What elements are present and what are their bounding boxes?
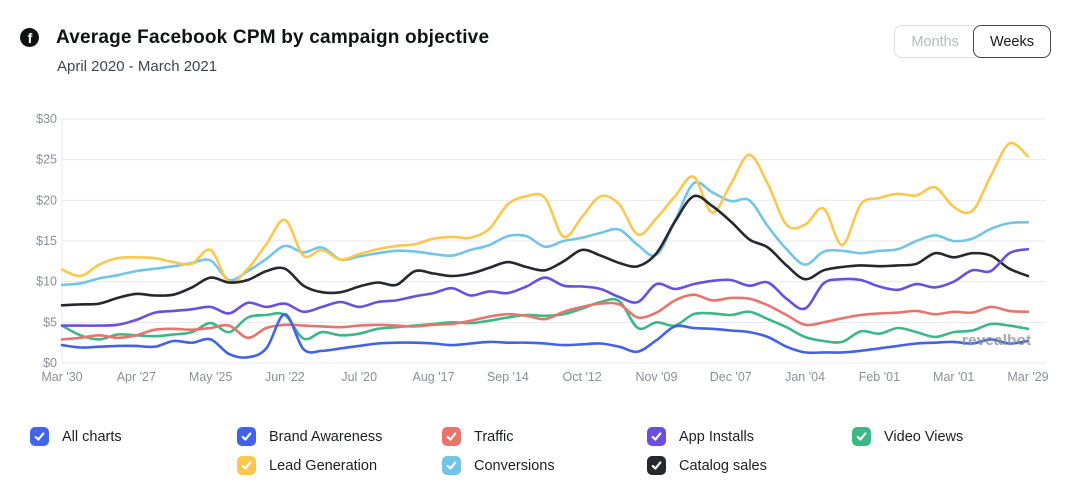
y-axis-label: $20 — [36, 193, 57, 207]
cpm-line-chart: $0 $5 $10 $15 $20 $25 $30 Mar '30 Apr '27 May '25… — [0, 105, 1080, 395]
series-line-brand-awareness — [60, 312, 1030, 359]
legend-column: Video Views — [852, 427, 963, 456]
x-axis-label: Feb '01 — [859, 370, 900, 384]
checkbox-brand-awareness[interactable] — [237, 427, 256, 446]
checkbox-video-views[interactable] — [852, 427, 871, 446]
legend-column: All charts — [30, 427, 122, 456]
x-axis-label: Mar '01 — [933, 370, 974, 384]
checkmark-icon — [241, 461, 252, 470]
legend-label: Traffic — [474, 428, 514, 445]
series-line-catalog-sales — [60, 194, 1030, 307]
x-axis-label: Dec '07 — [710, 370, 752, 384]
y-axis-label: $30 — [36, 112, 57, 126]
checkmark-icon — [651, 461, 662, 470]
x-axis-label: Jan '04 — [785, 370, 825, 384]
page-subtitle: April 2020 - March 2021 — [57, 58, 218, 75]
legend-label: All charts — [62, 428, 122, 445]
legend-label: Lead Generation — [269, 457, 378, 474]
legend-item-video-views[interactable]: Video Views — [852, 427, 963, 446]
y-axis-label: $5 — [43, 315, 57, 329]
legend-item-catalog-sales[interactable]: Catalog sales — [647, 456, 767, 475]
x-axis-label: Sep '14 — [487, 370, 529, 384]
legend-item-conversions[interactable]: Conversions — [442, 456, 555, 475]
series-line-app-installs — [60, 247, 1030, 327]
series-line-traffic — [60, 293, 1030, 341]
legend-label: Catalog sales — [679, 457, 767, 474]
legend-label: App Installs — [679, 428, 754, 445]
x-axis-label: May '25 — [189, 370, 232, 384]
legend-column: App Installs Catalog sales — [647, 427, 767, 485]
legend-item-lead-generation[interactable]: Lead Generation — [237, 456, 382, 475]
legend-item-traffic[interactable]: Traffic — [442, 427, 555, 446]
y-axis-label: $0 — [43, 356, 57, 370]
x-axis-label: Oct '12 — [563, 370, 602, 384]
legend-item-all-charts[interactable]: All charts — [30, 427, 122, 446]
checkmark-icon — [34, 432, 45, 441]
checkmark-icon — [856, 432, 867, 441]
checkmark-icon — [446, 461, 457, 470]
checkbox-all-charts[interactable] — [30, 427, 49, 446]
checkmark-icon — [446, 432, 457, 441]
checkmark-icon — [241, 432, 252, 441]
legend-label: Brand Awareness — [269, 428, 383, 445]
weeks-toggle-button[interactable]: Weeks — [972, 25, 1051, 58]
legend-column: Brand Awareness Lead Generation — [237, 427, 382, 485]
checkbox-catalog-sales[interactable] — [647, 456, 666, 475]
x-axis-label: Aug '17 — [413, 370, 455, 384]
x-axis-label: Mar '29 — [1007, 370, 1048, 384]
checkmark-icon — [651, 432, 662, 441]
series-line-video-views — [60, 297, 1030, 344]
page-title: Average Facebook CPM by campaign objecti… — [56, 27, 490, 48]
x-axis-label: Nov '09 — [635, 370, 677, 384]
legend-item-brand-awareness[interactable]: Brand Awareness — [237, 427, 382, 446]
y-axis-label: $15 — [36, 234, 57, 248]
granularity-toggle: Months Weeks — [894, 25, 1051, 58]
legend-label: Conversions — [474, 457, 555, 474]
y-axis-label: $10 — [36, 275, 57, 289]
revealbot-watermark: revealbot — [962, 332, 1032, 349]
legend: All charts Brand Awareness Lead Generation… — [30, 427, 1060, 489]
x-axis-label: Jun '22 — [265, 370, 305, 384]
facebook-circle-icon: f — [20, 28, 39, 47]
legend-label: Video Views — [884, 428, 964, 445]
checkbox-app-installs[interactable] — [647, 427, 666, 446]
x-axis-label: Jul '20 — [341, 370, 377, 384]
x-axis-label: Mar '30 — [41, 370, 82, 384]
y-axis-label: $25 — [36, 153, 57, 167]
legend-item-app-installs[interactable]: App Installs — [647, 427, 767, 446]
months-toggle-button[interactable]: Months — [894, 25, 975, 58]
cpm-line-chart-canvas: $0 $5 $10 $15 $20 $25 $30 Mar '30 Apr '27 May '25… — [36, 112, 1049, 384]
series-line-lead-generation — [60, 141, 1030, 285]
checkbox-lead-generation[interactable] — [237, 456, 256, 475]
checkbox-conversions[interactable] — [442, 456, 461, 475]
x-axis-label: Apr '27 — [117, 370, 156, 384]
checkbox-traffic[interactable] — [442, 427, 461, 446]
legend-column: Traffic Conversions — [442, 427, 555, 485]
